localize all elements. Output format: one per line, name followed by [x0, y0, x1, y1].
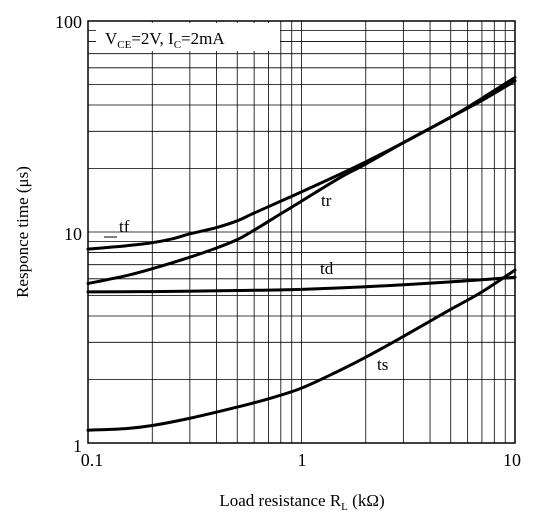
- annotation-background: [96, 23, 280, 51]
- series-line-ts: [86, 268, 517, 432]
- y-axis-label: Responce time (μs): [13, 166, 32, 298]
- series-curves: [86, 75, 517, 432]
- series-line-tr: [86, 75, 517, 286]
- curve-label-tr: tr: [321, 191, 332, 210]
- y-tick-label-100: 100: [55, 12, 82, 32]
- x-axis-label: Load resistance RL (kΩ): [219, 491, 384, 513]
- curve-labels: tf tr td ts: [104, 191, 388, 374]
- curve-label-td: td: [320, 259, 334, 278]
- y-tick-label-10: 10: [64, 224, 82, 244]
- curve-label-ts: ts: [377, 355, 388, 374]
- x-tick-label-1: 1: [298, 450, 307, 470]
- y-tick-label-1: 1: [73, 436, 82, 456]
- curve-label-tf: tf: [119, 217, 130, 236]
- x-tick-label-10: 10: [503, 450, 521, 470]
- condition-annotation: VCE=2V, IC=2mA: [105, 29, 225, 51]
- series-line-td: [86, 275, 517, 294]
- tick-labels: 100 10 1 0.1 1 10: [55, 12, 521, 470]
- annotation-box: VCE=2V, IC=2mA: [96, 23, 280, 51]
- x-tick-label-0.1: 0.1: [81, 450, 104, 470]
- plot-frame: [87, 20, 516, 444]
- grid-lines: [87, 21, 515, 444]
